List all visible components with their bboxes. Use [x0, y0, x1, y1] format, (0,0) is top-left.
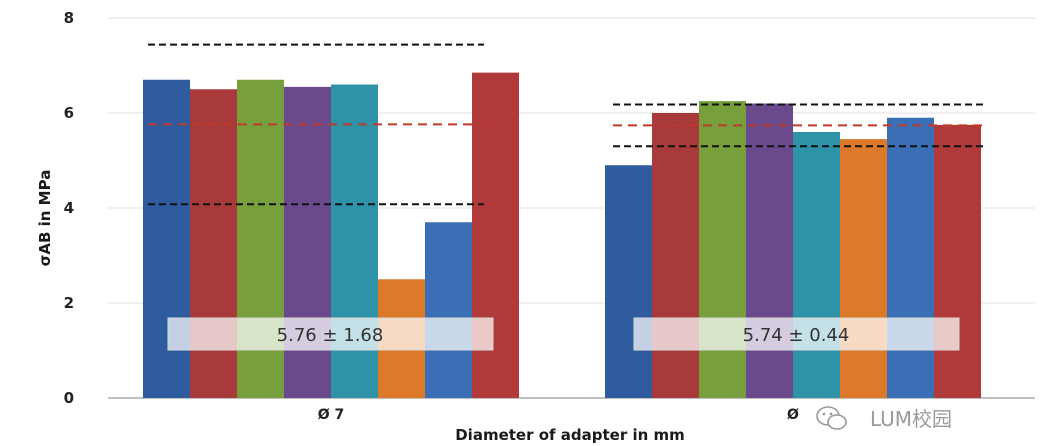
x-category-label: Ø 7 [318, 407, 345, 423]
bar [605, 165, 652, 398]
bar [652, 113, 699, 398]
y-tick-label: 0 [64, 389, 74, 407]
bar [840, 139, 887, 398]
reference-lines [148, 43, 986, 206]
bar [190, 89, 237, 398]
bar [793, 132, 840, 398]
bar [887, 117, 934, 398]
y-tick-label: 8 [64, 9, 74, 27]
stat-label: 5.74 ± 0.44 [743, 325, 850, 346]
x-category-label: Ø [787, 407, 799, 423]
stat-boxes: 5.76 ± 1.68 5.74 ± 0.44 [167, 317, 960, 351]
y-tick-label: 2 [64, 294, 74, 312]
bar [331, 84, 378, 398]
stat-box [167, 317, 494, 351]
stat-box [633, 317, 960, 351]
stat-label: 5.76 ± 1.68 [277, 325, 384, 346]
x-axis-title: Diameter of adapter in mm [455, 426, 685, 444]
y-tick-labels: 0 2 4 6 8 [64, 9, 74, 407]
y-tick-label: 6 [64, 104, 74, 122]
y-tick-label: 4 [64, 199, 74, 217]
bar [934, 124, 981, 398]
bar [284, 86, 331, 398]
bar [425, 222, 472, 398]
wechat-icon [816, 406, 847, 430]
x-category-labels: Ø 7 Ø [318, 407, 799, 423]
watermark: LUM校园 [816, 406, 952, 431]
y-axis-title: σAB in MPa [36, 170, 54, 267]
watermark-text: LUM校园 [870, 407, 952, 431]
y-axis-title-group: σAB in MPa [36, 170, 54, 267]
bar [746, 103, 793, 398]
